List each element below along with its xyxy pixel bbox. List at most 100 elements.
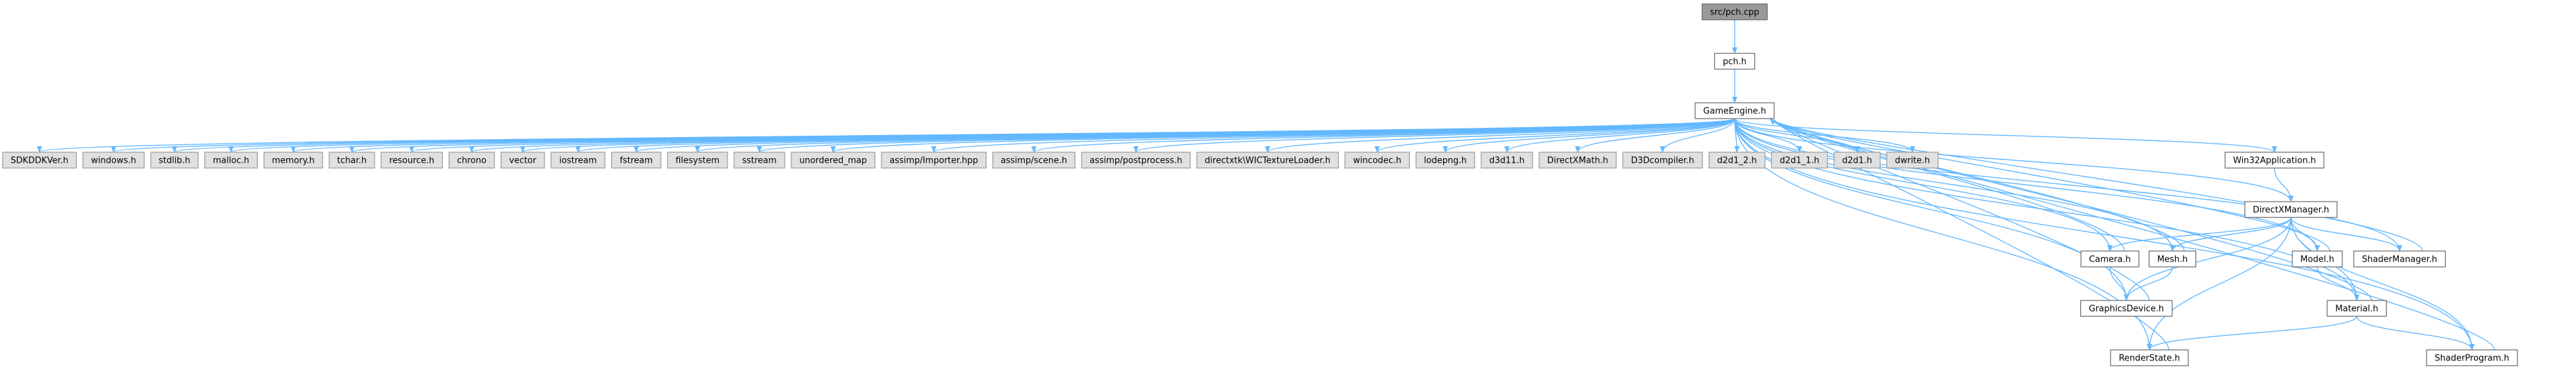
node-fstream: fstream	[611, 152, 662, 169]
node-label: sstream	[742, 156, 776, 166]
node-label: Camera.h	[2089, 255, 2130, 265]
node-label: ShaderProgram.h	[2434, 354, 2509, 364]
node-d3d11-h: d3d11.h	[1481, 152, 1533, 169]
node-label: vector	[509, 156, 537, 166]
node-box	[992, 152, 1076, 169]
edge-GameEngine_h-to-Win32Application_h	[1734, 118, 2277, 153]
edge-DirectXManager_h-to-Mesh_h	[2170, 217, 2292, 252]
node-label: ShaderManager.h	[2362, 255, 2437, 265]
node-box	[2326, 300, 2387, 317]
node-graphicsdevice-h[interactable]: GraphicsDevice.h	[2080, 300, 2173, 317]
node-label: d2d1.h	[1842, 156, 1872, 166]
node-directxtk-wic: directxtk\WICTextureLoader.h	[1196, 152, 1339, 169]
edge-GameEngine_h-to-D3Dcompiler_h	[1660, 118, 1735, 153]
node-directxmanager-h[interactable]: DirectXManager.h	[2244, 201, 2338, 218]
node-box	[2148, 250, 2197, 268]
edge-RenderState_h-to-GameEngine_h	[1770, 118, 2170, 351]
node-mesh-h[interactable]: Mesh.h	[2148, 250, 2197, 268]
node-box	[82, 152, 145, 169]
node-label: fstream	[619, 156, 652, 166]
node-label: src/pch.cpp	[1710, 8, 1760, 18]
node-tchar-h: tchar.h	[329, 152, 375, 169]
node-label: lodepng.h	[1424, 156, 1467, 166]
node-sstream: sstream	[733, 152, 785, 169]
node-label: directxtk\WICTextureLoader.h	[1205, 156, 1330, 166]
edge-GraphicsDevice_h-to-GameEngine_h	[1770, 118, 2150, 301]
node-box	[1622, 152, 1703, 169]
node-box	[2292, 250, 2343, 268]
node-box	[1481, 152, 1533, 169]
edge-Model_h-to-GameEngine_h	[1770, 118, 2330, 252]
node-label: dwrite.h	[1895, 156, 1930, 166]
node-box	[500, 152, 545, 169]
node-unordered-map: unordered_map	[791, 152, 876, 169]
node-gameengine-h[interactable]: GameEngine.h	[1695, 102, 1775, 119]
node-box	[1714, 53, 1756, 70]
node-material-h[interactable]: Material.h	[2326, 300, 2387, 317]
node-label: d2d1_1.h	[1779, 156, 1819, 166]
edge-GameEngine_h-to-assimp_postprocess	[1133, 118, 1735, 153]
node-box	[2080, 300, 2173, 317]
node-box	[1415, 152, 1475, 169]
edge-Mesh_h-to-GraphicsDevice_h	[2124, 266, 2173, 301]
node-assimp-postprocess: assimp/postprocess.h	[1081, 152, 1191, 169]
node-d2d1-1-h: d2d1_1.h	[1771, 152, 1828, 169]
node-box	[1701, 3, 1768, 20]
edge-GameEngine_h-to-Camera_h	[1734, 118, 2113, 252]
node-shaderprogram-h[interactable]: ShaderProgram.h	[2426, 349, 2518, 366]
node-label: Win32Application.h	[2233, 156, 2316, 166]
node-label: GraphicsDevice.h	[2089, 304, 2164, 314]
node-windows-h: windows.h	[82, 152, 145, 169]
node-renderstate-h[interactable]: RenderState.h	[2110, 349, 2189, 366]
node-label: GameEngine.h	[1703, 107, 1766, 117]
node-model-h[interactable]: Model.h	[2292, 250, 2343, 268]
node-camera-h[interactable]: Camera.h	[2080, 250, 2140, 268]
node-label: stdlib.h	[159, 156, 190, 166]
node-box	[550, 152, 606, 169]
node-label: d2d1_2.h	[1717, 156, 1756, 166]
node-vector: vector	[500, 152, 545, 169]
node-box	[733, 152, 785, 169]
node-pch-cpp[interactable]: src/pch.cpp	[1701, 3, 1768, 20]
node-label: assimp/scene.h	[1001, 156, 1067, 166]
node-malloc-h: malloc.h	[204, 152, 258, 169]
node-box	[1196, 152, 1339, 169]
node-memory-h: memory.h	[263, 152, 323, 169]
node-label: assimp/Importer.hpp	[889, 156, 978, 166]
node-label: d3d11.h	[1489, 156, 1525, 166]
node-box	[329, 152, 375, 169]
node-d2d1-2-h: d2d1_2.h	[1708, 152, 1766, 169]
node-box	[1833, 152, 1881, 169]
node-assimp-scene: assimp/scene.h	[992, 152, 1076, 169]
edge-Material_h-to-RenderState_h	[2147, 316, 2357, 351]
node-label: Model.h	[2300, 255, 2334, 265]
node-box	[2, 152, 77, 169]
node-box	[448, 152, 495, 169]
node-box	[611, 152, 662, 169]
node-label: resource.h	[389, 156, 434, 166]
node-label: filesystem	[675, 156, 720, 166]
node-shadermanager-h[interactable]: ShaderManager.h	[2353, 250, 2446, 268]
node-lodepng-h: lodepng.h	[1415, 152, 1475, 169]
node-box	[1886, 152, 1939, 169]
edge-GameEngine_h-to-assimp_scene	[1031, 118, 1735, 153]
node-label: unordered_map	[799, 156, 867, 166]
node-label: D3Dcompiler.h	[1631, 156, 1694, 166]
edge-GameEngine_h-to-fstream	[634, 118, 1735, 153]
node-label: chrono	[457, 156, 486, 166]
edge-ShaderProgram_h-to-GameEngine_h	[1770, 118, 2496, 351]
edge-DirectXManager_h-to-RenderState_h	[2147, 217, 2292, 351]
node-box	[381, 152, 443, 169]
node-pch-h[interactable]: pch.h	[1714, 53, 1756, 70]
node-box	[1771, 152, 1828, 169]
node-label: Material.h	[2335, 304, 2378, 314]
edge-DirectXManager_h-to-GraphicsDevice_h	[2124, 217, 2292, 301]
node-box	[2224, 152, 2325, 169]
node-dwrite-h: dwrite.h	[1886, 152, 1939, 169]
node-win32application-h[interactable]: Win32Application.h	[2224, 152, 2325, 169]
node-box	[2426, 349, 2518, 366]
node-stdlib-h: stdlib.h	[150, 152, 199, 169]
node-label: tchar.h	[337, 156, 367, 166]
node-label: DirectXMath.h	[1547, 156, 1608, 166]
